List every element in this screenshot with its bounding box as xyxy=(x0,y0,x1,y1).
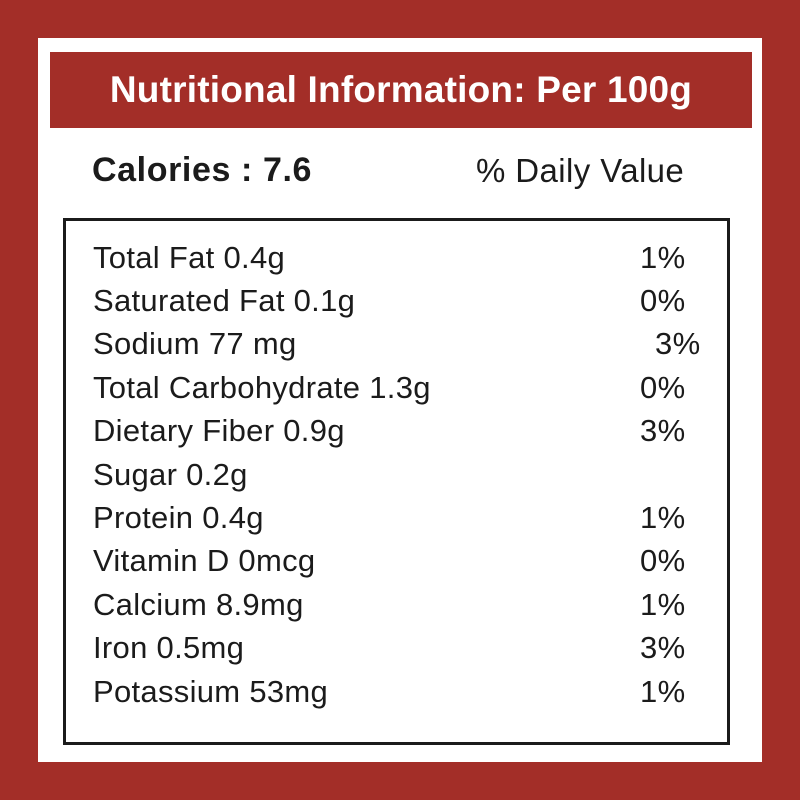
nutrient-row: Sodium 77 mg 3% xyxy=(66,323,727,366)
daily-value-heading: % Daily Value xyxy=(476,152,685,189)
nutrient-row: Saturated Fat 0.1g 0% xyxy=(66,279,727,322)
label-title-bar: Nutritional Information: Per 100g xyxy=(50,52,752,128)
nutrient-pct: 3% xyxy=(640,413,686,449)
nutrient-pct: 1% xyxy=(640,239,686,275)
nutrient-pct: 1% xyxy=(640,673,686,709)
nutrient-row: Vitamin D 0mcg 0% xyxy=(66,540,727,583)
calories-value: Calories : 7.6 xyxy=(92,151,313,189)
nutrient-pct: 0% xyxy=(640,543,686,579)
nutrient-label: Potassium 53mg xyxy=(93,673,329,709)
nutrient-label: Sodium 77 mg xyxy=(93,326,297,362)
nutrient-row: Dietary Fiber 0.9g 3% xyxy=(66,410,727,453)
nutrient-row: Iron 0.5mg 3% xyxy=(66,627,727,670)
nutrient-pct: 1% xyxy=(640,500,686,536)
nutrient-pct: 3% xyxy=(655,326,701,362)
nutrient-pct: 0% xyxy=(640,369,686,405)
nutrient-label: Iron 0.5mg xyxy=(93,630,245,666)
nutrient-label: Vitamin D 0mcg xyxy=(93,543,316,579)
nutrient-label: Dietary Fiber 0.9g xyxy=(93,413,345,449)
nutrient-row: Total Carbohydrate 1.3g 0% xyxy=(66,366,727,409)
nutrient-row: Total Fat 0.4g 1% xyxy=(66,236,727,279)
nutrient-label: Sugar 0.2g xyxy=(93,456,248,492)
nutrient-row: Sugar 0.2g xyxy=(66,453,727,496)
nutrient-rows: Total Fat 0.4g 1% Saturated Fat 0.1g 0% … xyxy=(66,236,727,713)
label-title: Nutritional Information: Per 100g xyxy=(109,69,693,110)
nutrient-label: Saturated Fat 0.1g xyxy=(93,283,356,319)
nutrient-pct: 1% xyxy=(640,586,686,622)
nutrient-label: Calcium 8.9mg xyxy=(93,586,304,622)
nutrient-row: Calcium 8.9mg 1% xyxy=(66,583,727,626)
nutrient-row: Potassium 53mg 1% xyxy=(66,670,727,713)
nutrient-label: Protein 0.4g xyxy=(93,500,264,536)
nutrient-pct: 3% xyxy=(640,630,686,666)
nutrient-label: Total Carbohydrate 1.3g xyxy=(93,369,431,405)
nutrient-label: Total Fat 0.4g xyxy=(93,239,286,275)
label-surface: Nutritional Information: Per 100g Calori… xyxy=(38,38,762,762)
nutrient-pct: 0% xyxy=(640,283,686,319)
nutrient-table: Total Fat 0.4g 1% Saturated Fat 0.1g 0% … xyxy=(63,218,730,745)
nutrient-row: Protein 0.4g 1% xyxy=(66,496,727,539)
